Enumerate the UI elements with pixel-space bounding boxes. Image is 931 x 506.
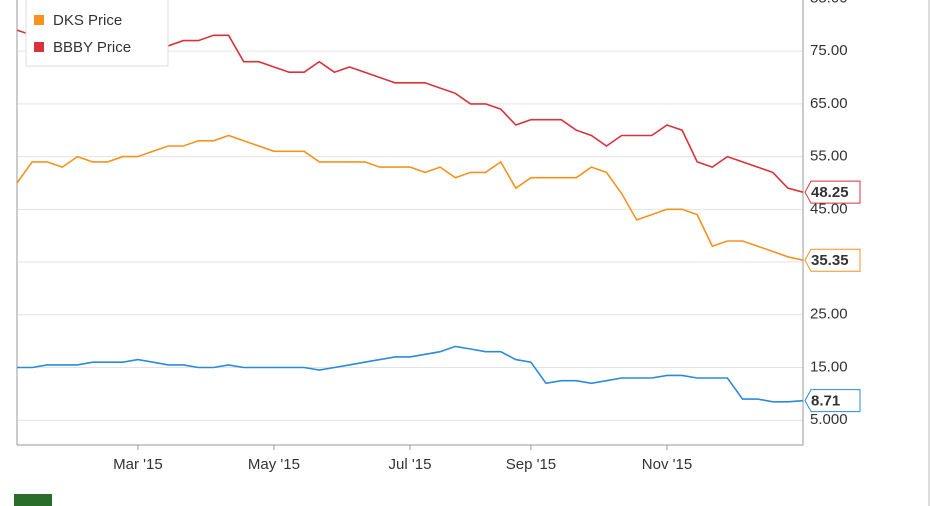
logo bbox=[14, 494, 52, 506]
end-label: 48.25 bbox=[811, 184, 849, 201]
x-tick-label: Mar '15 bbox=[113, 456, 163, 473]
x-tick-label: Jul '15 bbox=[389, 456, 432, 473]
y-tick-label: 75.00 bbox=[810, 42, 848, 59]
legend-label: BBBY Price bbox=[53, 39, 131, 56]
y-tick-label: 55.00 bbox=[810, 148, 848, 165]
legend-swatch bbox=[34, 42, 44, 52]
legend-swatch bbox=[34, 15, 44, 25]
y-tick-label: 5.000 bbox=[810, 411, 848, 428]
x-tick-label: Sep '15 bbox=[506, 456, 556, 473]
y-tick-label: 85.00 bbox=[810, 0, 848, 6]
end-label-box bbox=[804, 248, 861, 272]
y-tick-label: 15.00 bbox=[810, 358, 848, 375]
series-line bbox=[16, 134, 804, 261]
end-label-box bbox=[804, 180, 861, 204]
end-label: 35.35 bbox=[811, 252, 849, 269]
end-label: 8.71 bbox=[811, 393, 840, 410]
y-tick-label: 65.00 bbox=[810, 95, 848, 112]
end-label-box bbox=[804, 389, 861, 413]
y-tick-label: 25.00 bbox=[810, 306, 848, 323]
y-tick-label: 45.00 bbox=[810, 200, 848, 217]
legend-box bbox=[25, 0, 169, 67]
series-line bbox=[17, 345, 804, 403]
legend-label: DKS Price bbox=[53, 12, 122, 29]
x-tick-label: Nov '15 bbox=[642, 456, 692, 473]
x-tick-label: May '15 bbox=[248, 456, 300, 473]
